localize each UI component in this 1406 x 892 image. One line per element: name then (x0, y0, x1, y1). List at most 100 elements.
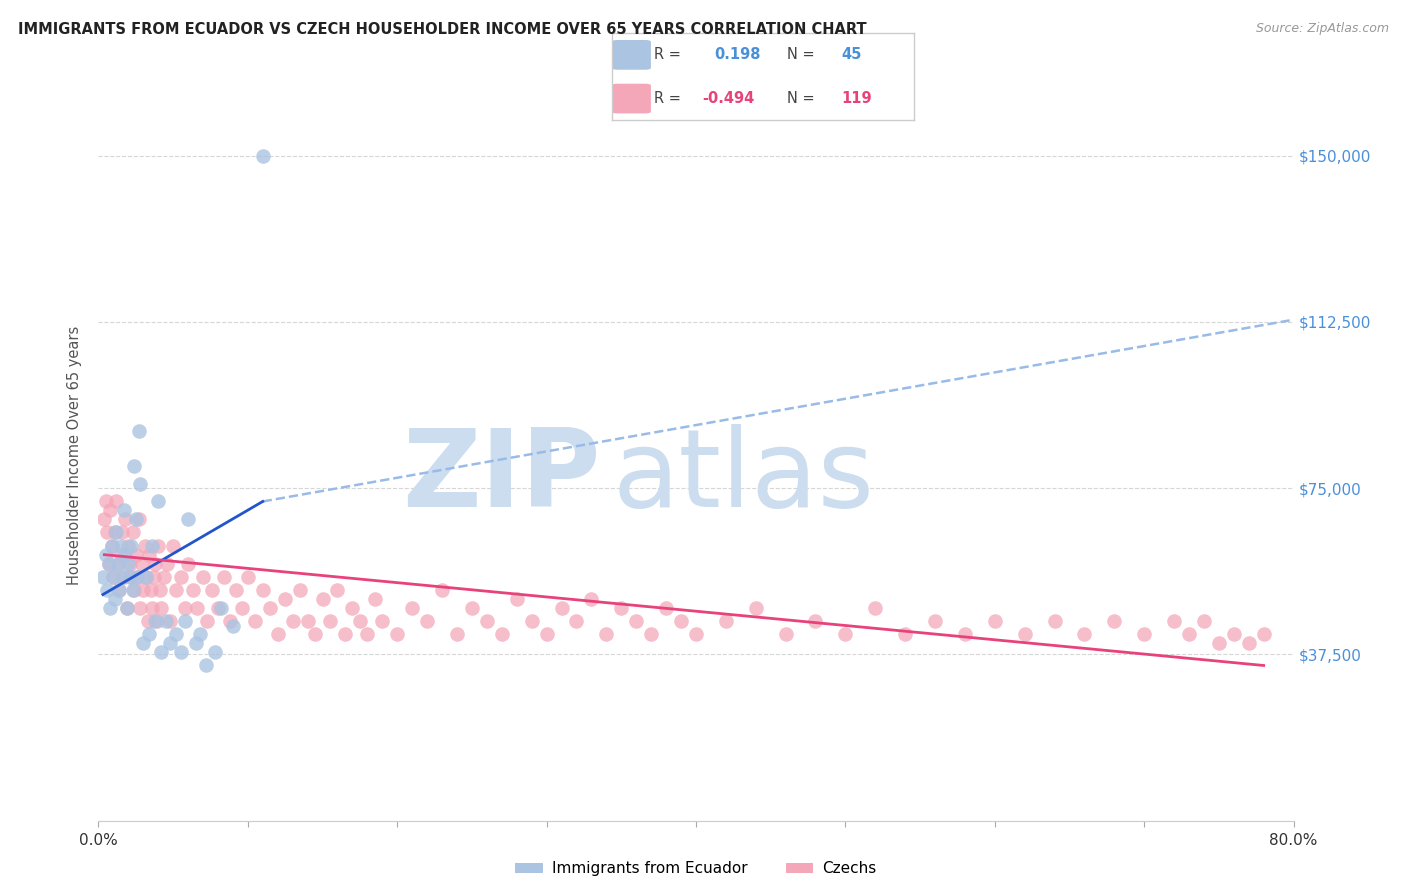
Point (506, 592, 529, 607)
Point (128, 512, 150, 526)
Point (111, 525, 134, 540)
Point (1178, 627, 1201, 641)
Point (197, 614, 219, 628)
Point (169, 570, 191, 584)
Point (1237, 636, 1260, 650)
Point (1253, 627, 1275, 641)
Point (107, 557, 129, 571)
Point (252, 583, 274, 598)
Point (274, 592, 297, 607)
Point (114, 548, 136, 562)
Point (520, 614, 543, 628)
Point (129, 476, 152, 491)
Point (201, 583, 224, 598)
Point (640, 627, 662, 641)
Point (148, 539, 170, 553)
Point (108, 583, 131, 598)
Point (138, 548, 160, 562)
Point (118, 570, 141, 584)
Point (416, 614, 439, 628)
Point (121, 583, 143, 598)
Point (894, 627, 917, 641)
Point (446, 627, 468, 641)
Point (124, 583, 146, 598)
Point (174, 614, 197, 628)
FancyBboxPatch shape (612, 40, 651, 70)
Point (311, 592, 333, 607)
Point (121, 525, 143, 540)
Point (96, 525, 118, 540)
Point (115, 600, 138, 615)
Text: 119: 119 (841, 91, 872, 106)
Point (159, 614, 181, 628)
Point (136, 614, 159, 628)
Point (219, 614, 242, 628)
Point (143, 557, 166, 571)
Point (91, 570, 114, 584)
Point (984, 614, 1007, 628)
Point (150, 645, 173, 659)
Point (1192, 614, 1215, 628)
Point (93, 512, 115, 526)
Point (118, 557, 141, 571)
Point (115, 600, 138, 615)
Point (125, 548, 148, 562)
Point (104, 525, 127, 540)
Text: atlas: atlas (613, 424, 875, 530)
Point (804, 614, 827, 628)
Point (127, 570, 149, 584)
Point (550, 600, 572, 615)
Point (162, 539, 184, 553)
Point (142, 570, 165, 584)
Point (143, 614, 166, 628)
Point (222, 618, 245, 632)
Point (745, 600, 768, 615)
Point (100, 600, 122, 615)
Point (169, 645, 191, 659)
Point (159, 636, 181, 650)
Point (112, 570, 135, 584)
Point (401, 600, 423, 615)
Point (288, 583, 311, 598)
Point (1104, 614, 1126, 628)
Point (97, 557, 120, 571)
Point (259, 600, 281, 615)
Point (125, 512, 148, 526)
Point (108, 583, 131, 598)
Text: 45: 45 (841, 47, 862, 62)
Point (128, 424, 150, 438)
Point (207, 600, 229, 615)
Point (149, 583, 172, 598)
Point (342, 600, 364, 615)
Point (135, 570, 157, 584)
Point (184, 636, 207, 650)
Point (225, 583, 247, 598)
Point (165, 627, 187, 641)
Point (186, 600, 208, 615)
Point (245, 614, 267, 628)
Point (953, 627, 976, 641)
Point (212, 570, 235, 584)
Point (430, 583, 453, 598)
Point (191, 570, 214, 584)
Point (117, 557, 139, 571)
FancyBboxPatch shape (612, 84, 651, 113)
Point (385, 627, 409, 641)
Point (181, 583, 204, 598)
Point (155, 614, 177, 628)
Point (148, 494, 170, 508)
Text: IMMIGRANTS FROM ECUADOR VS CZECH HOUSEHOLDER INCOME OVER 65 YEARS CORRELATION CH: IMMIGRANTS FROM ECUADOR VS CZECH HOUSEHO… (18, 22, 868, 37)
Point (107, 557, 129, 571)
Text: R =: R = (654, 91, 681, 106)
Point (132, 636, 155, 650)
Point (326, 583, 349, 598)
Point (204, 645, 226, 659)
Point (103, 570, 125, 584)
Point (209, 600, 232, 615)
Point (1133, 627, 1156, 641)
Point (1014, 627, 1036, 641)
Point (165, 583, 187, 598)
Point (94, 494, 117, 508)
Point (536, 627, 558, 641)
Point (349, 614, 371, 628)
